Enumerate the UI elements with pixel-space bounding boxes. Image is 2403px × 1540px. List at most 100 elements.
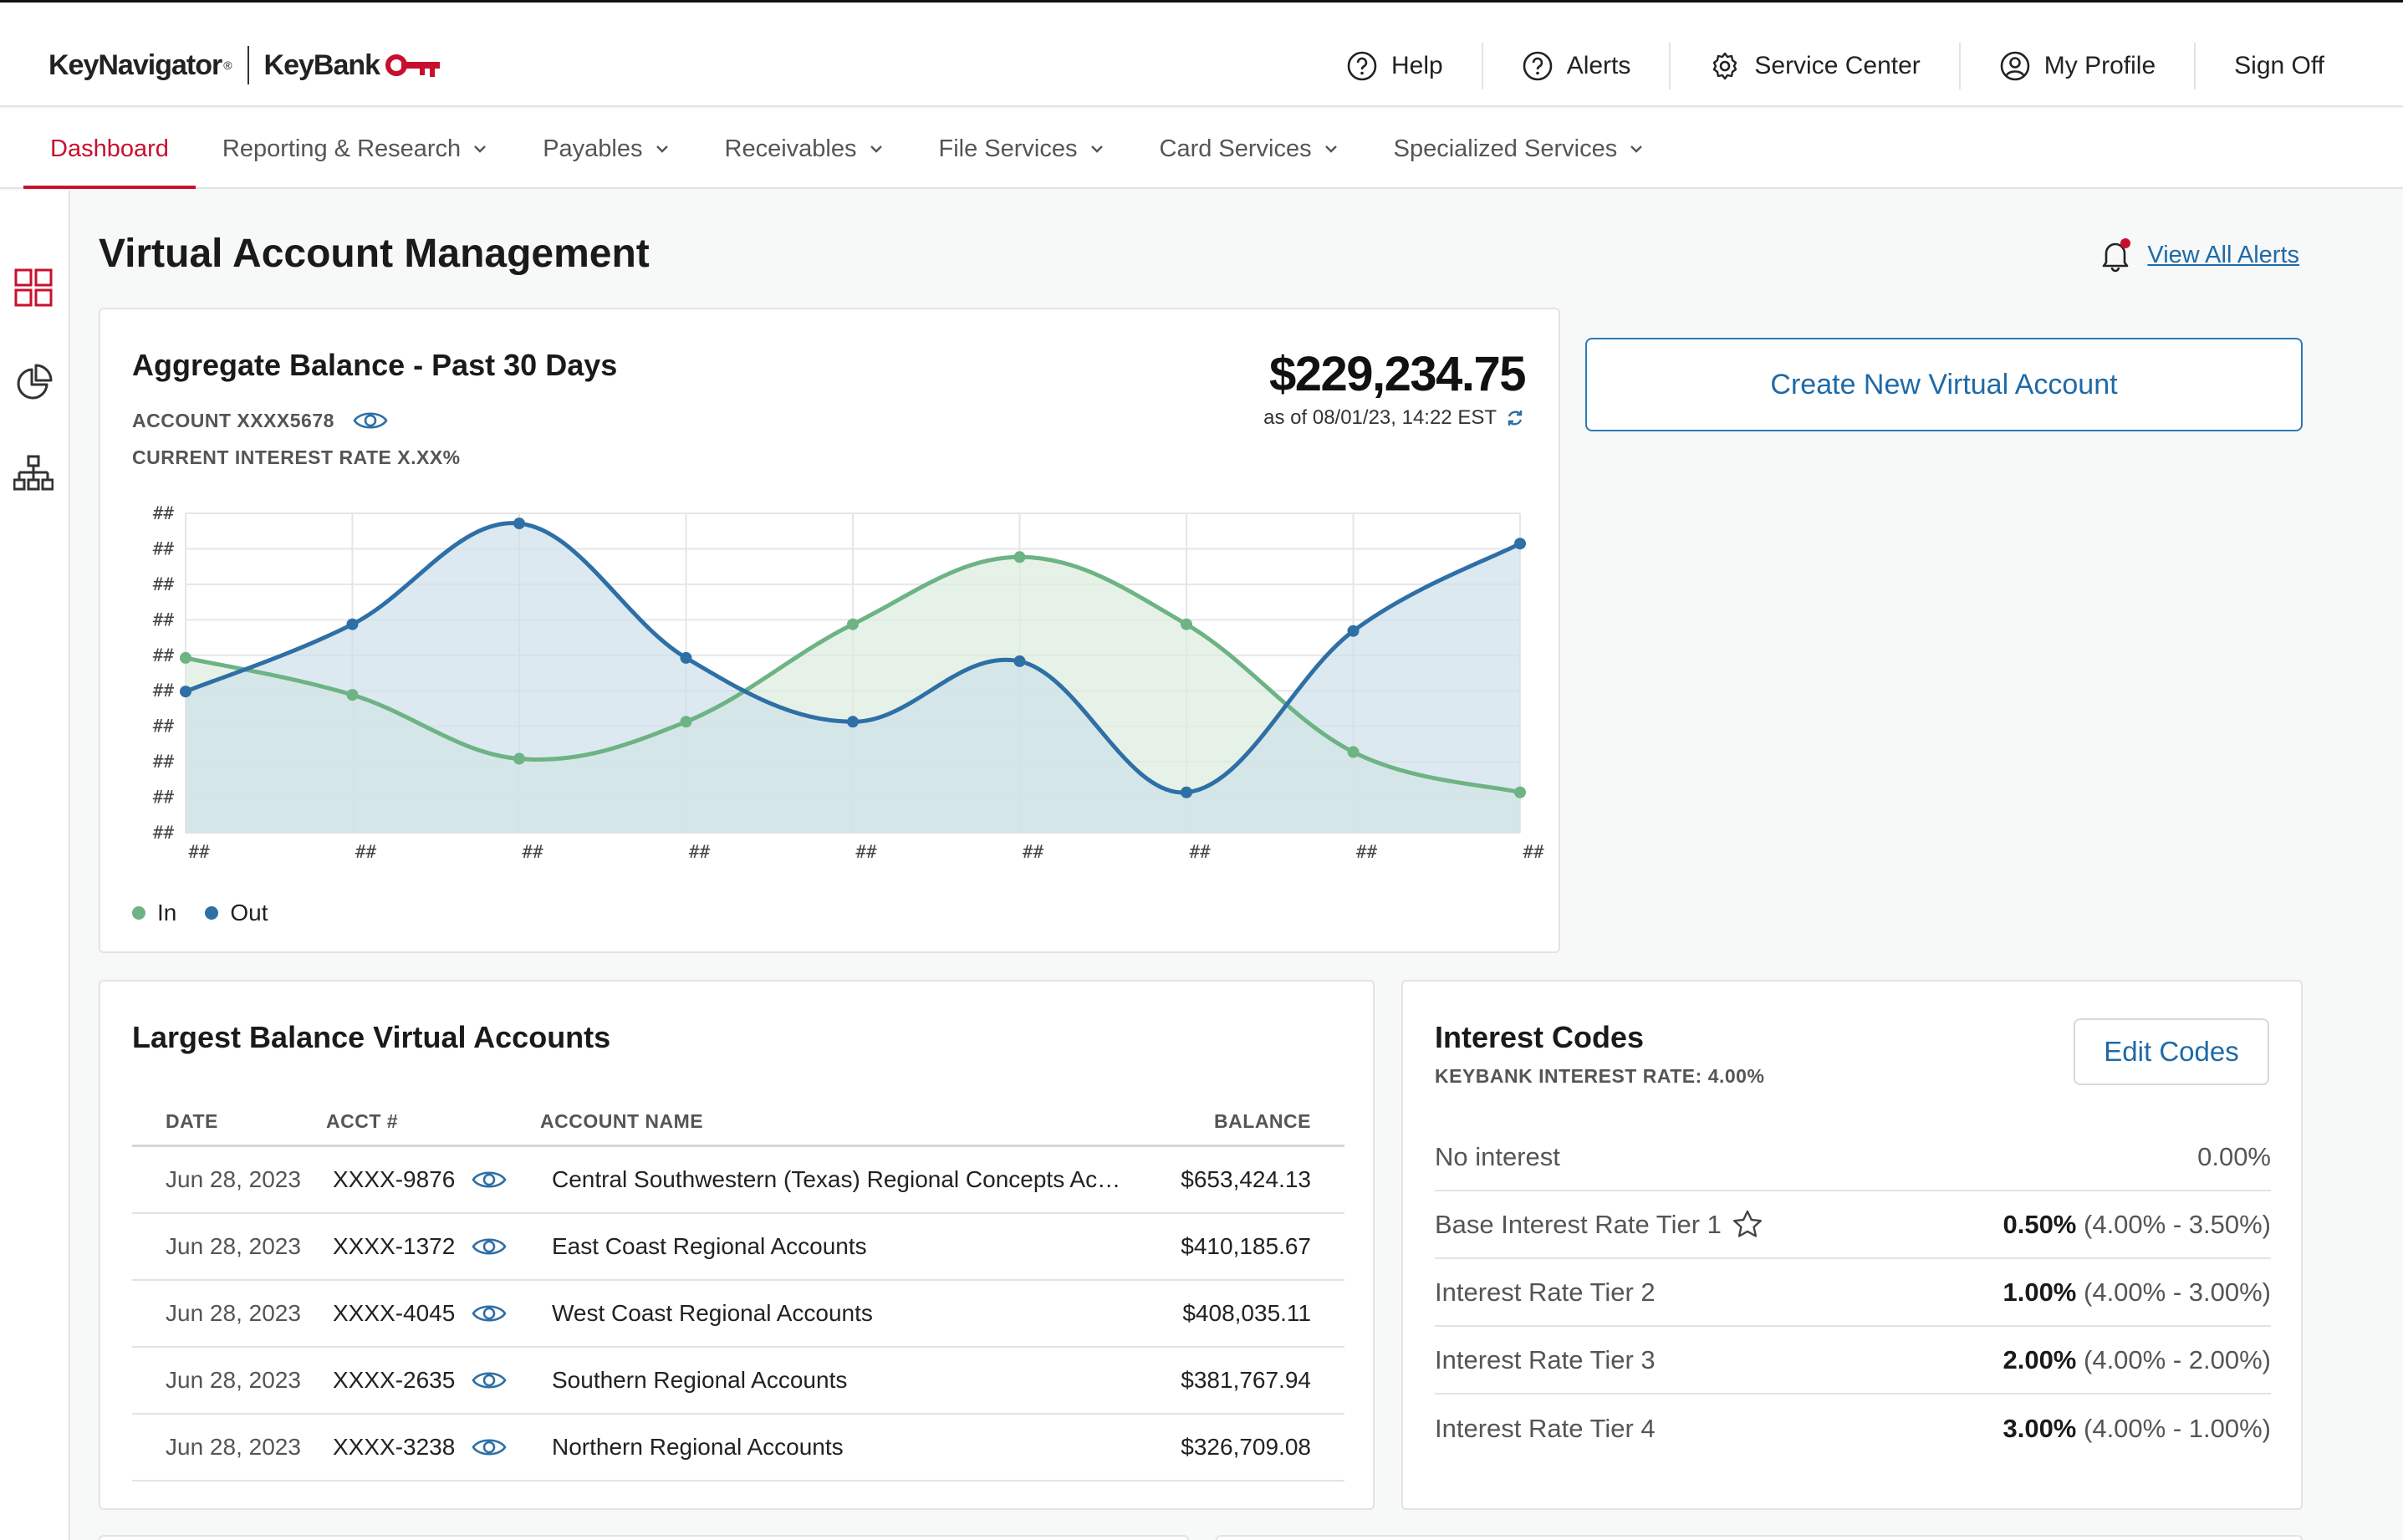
interest-code-rate: 2.00% xyxy=(2002,1344,2077,1374)
nav-dashboard[interactable]: Dashboard xyxy=(23,109,196,189)
dashboard-grid-icon[interactable] xyxy=(13,268,54,308)
keybank-interest-rate: KEYBANK INTEREST RATE: 4.00% xyxy=(1435,1065,1765,1087)
x-tick-label: ## xyxy=(188,842,210,862)
alerts-link[interactable]: Alerts xyxy=(1483,43,1671,89)
list-item[interactable]: No interest 0.00% xyxy=(1435,1124,2271,1191)
data-point-out xyxy=(847,716,859,728)
list-item[interactable]: Interest Rate Tier 2 1.00% (4.00% - 3.00… xyxy=(1435,1259,2271,1327)
legend-label-out: Out xyxy=(230,900,268,926)
data-point-in xyxy=(180,651,191,664)
y-tick-label: ## xyxy=(153,503,175,523)
data-point-in xyxy=(513,752,525,765)
nav-specialized-services[interactable]: Specialized Services xyxy=(1367,109,1673,189)
view-all-alerts-link[interactable]: View All Alerts xyxy=(2099,237,2299,273)
x-tick-label: ## xyxy=(355,842,377,862)
eye-icon[interactable] xyxy=(472,1368,507,1393)
pie-chart-icon[interactable] xyxy=(13,363,54,403)
data-point-in xyxy=(346,689,359,701)
data-point-out xyxy=(1514,538,1526,550)
nav-reporting-research[interactable]: Reporting & Research xyxy=(196,109,516,189)
refresh-icon[interactable] xyxy=(1505,408,1525,428)
data-point-out xyxy=(180,686,191,698)
row-acct-number: XXXX-4045 xyxy=(333,1300,456,1326)
interest-code-range: 0.00% xyxy=(2197,1141,2271,1171)
nav-payables[interactable]: Payables xyxy=(516,109,697,189)
interest-code-range: (4.00% - 3.00%) xyxy=(2084,1277,2271,1307)
view-all-alerts-label: View All Alerts xyxy=(2147,241,2299,268)
row-account-name: Northern Regional Accounts xyxy=(552,1434,844,1460)
nav-card-services[interactable]: Card Services xyxy=(1133,109,1367,189)
table-row[interactable]: Jun 28, 2023 XXXX-3238 Northern Regional… xyxy=(132,1415,1344,1481)
legend-item-out[interactable]: Out xyxy=(205,900,268,926)
sign-off-link[interactable]: Sign Off xyxy=(2196,43,2403,89)
row-date: Jun 28, 2023 xyxy=(166,1434,301,1460)
table-row[interactable]: Jun 28, 2023 XXXX-1372 East Coast Region… xyxy=(132,1214,1344,1281)
data-point-in xyxy=(680,716,692,728)
next-card-right xyxy=(1216,1535,2303,1540)
data-point-in xyxy=(1514,786,1526,798)
column-header-date[interactable]: DATE xyxy=(166,1110,218,1132)
table-row[interactable]: Jun 28, 2023 XXXX-4045 West Coast Region… xyxy=(132,1281,1344,1348)
table-row[interactable]: Jun 28, 2023 XXXX-9876 Central Southwest… xyxy=(132,1147,1344,1214)
brand-keynavigator: KeyNavigator xyxy=(48,48,222,81)
interest-codes-card: Interest Codes KEYBANK INTEREST RATE: 4.… xyxy=(1401,980,2303,1510)
eye-icon[interactable] xyxy=(472,1301,507,1326)
row-acct-number: XXXX-9876 xyxy=(333,1166,456,1192)
list-item[interactable]: Interest Rate Tier 3 2.00% (4.00% - 2.00… xyxy=(1435,1327,2271,1395)
x-tick-label: ## xyxy=(1523,842,1544,862)
chevron-down-icon xyxy=(1090,145,1103,153)
x-tick-label: ## xyxy=(855,842,877,862)
aggregate-balance-chart: ## ## ## ## ## ## ## ## ## ## ## ## ## ## ## ## ## ## ## xyxy=(153,503,1544,862)
y-tick-label: ## xyxy=(153,716,175,737)
eye-icon[interactable] xyxy=(353,408,388,433)
nav-file-services[interactable]: File Services xyxy=(912,109,1133,189)
data-point-in xyxy=(1013,551,1026,563)
interest-code-value: 3.00% (4.00% - 1.00%) xyxy=(2002,1414,2271,1444)
x-tick-label: ## xyxy=(1356,842,1378,862)
org-chart-icon[interactable] xyxy=(13,455,54,495)
nav-specialized-services-label: Specialized Services xyxy=(1393,135,1618,162)
legend-item-in[interactable]: In xyxy=(132,900,176,926)
data-point-out xyxy=(1181,786,1192,798)
interest-code-value: 2.00% (4.00% - 2.00%) xyxy=(2002,1345,2271,1375)
star-icon[interactable] xyxy=(1732,1209,1763,1241)
chevron-down-icon xyxy=(870,145,882,153)
as-of-timestamp: as of 08/01/23, 14:22 EST xyxy=(1263,406,1497,429)
table-header: DATE ACCT # ACCOUNT NAME BALANCE xyxy=(132,1099,1344,1147)
chevron-down-icon xyxy=(656,145,668,153)
eye-icon[interactable] xyxy=(472,1435,507,1460)
my-profile-link[interactable]: My Profile xyxy=(1961,43,2196,89)
next-card-left xyxy=(99,1535,1189,1540)
list-item[interactable]: Interest Rate Tier 4 3.00% (4.00% - 1.00… xyxy=(1435,1395,2271,1462)
edit-codes-button[interactable]: Edit Codes xyxy=(2074,1018,2269,1085)
list-item[interactable]: Base Interest Rate Tier 1 0.50% (4.00% -… xyxy=(1435,1191,2271,1259)
nav-card-services-label: Card Services xyxy=(1159,135,1312,162)
service-center-link[interactable]: Service Center xyxy=(1671,43,1961,89)
interest-code-name-wrap: Base Interest Rate Tier 1 xyxy=(1435,1209,1763,1241)
nav-reporting-research-label: Reporting & Research xyxy=(222,135,462,162)
row-date: Jun 28, 2023 xyxy=(166,1367,301,1393)
nav-receivables[interactable]: Receivables xyxy=(698,109,912,189)
table-row[interactable]: Jun 28, 2023 XXXX-2635 Southern Regional… xyxy=(132,1348,1344,1415)
row-balance: $326,709.08 xyxy=(1181,1434,1311,1460)
aggregate-balance-title: Aggregate Balance - Past 30 Days xyxy=(132,348,618,382)
eye-icon[interactable] xyxy=(472,1234,507,1259)
utility-nav: Help Alerts Service Center My Profile Si… xyxy=(1308,43,2403,89)
row-account-name: West Coast Regional Accounts xyxy=(552,1300,873,1326)
row-account-name: East Coast Regional Accounts xyxy=(552,1233,867,1259)
column-header-acct[interactable]: ACCT # xyxy=(326,1110,399,1132)
row-account-name: Central Southwestern (Texas) Regional Co… xyxy=(552,1166,1161,1192)
create-virtual-account-button[interactable]: Create New Virtual Account xyxy=(1585,338,2303,431)
largest-balance-title: Largest Balance Virtual Accounts xyxy=(132,1020,611,1054)
largest-balance-table: DATE ACCT # ACCOUNT NAME BALANCE Jun 28,… xyxy=(132,1099,1344,1481)
interest-code-name: Interest Rate Tier 2 xyxy=(1435,1277,1656,1307)
chevron-down-icon xyxy=(474,145,487,153)
column-header-name[interactable]: ACCOUNT NAME xyxy=(540,1110,704,1132)
interest-code-range: (4.00% - 2.00%) xyxy=(2084,1344,2271,1374)
y-tick-label: ## xyxy=(153,609,175,630)
eye-icon[interactable] xyxy=(472,1167,507,1192)
service-center-label: Service Center xyxy=(1754,52,1921,79)
help-link[interactable]: Help xyxy=(1308,43,1483,89)
column-header-balance[interactable]: BALANCE xyxy=(1214,1110,1311,1132)
brand-logo[interactable]: KeyNavigator ® KeyBank xyxy=(48,44,443,86)
